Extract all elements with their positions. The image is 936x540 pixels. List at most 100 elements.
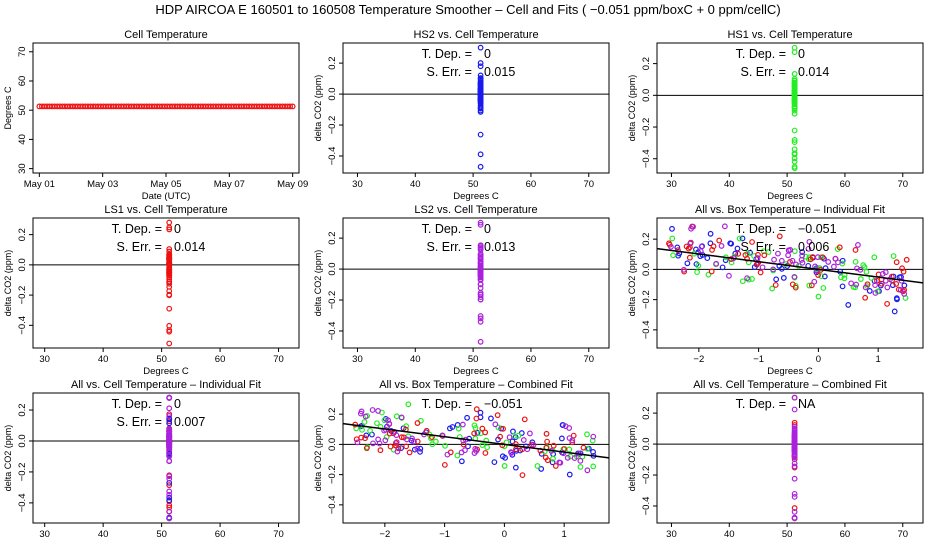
data-point	[744, 255, 750, 262]
data-point	[901, 282, 908, 289]
data-point	[166, 305, 173, 312]
data-point	[381, 417, 388, 424]
x-tick-label: May 03	[87, 179, 118, 190]
data-point	[414, 445, 421, 452]
y-tick-label: −0.2	[17, 286, 28, 305]
x-tick-label: 70	[897, 179, 908, 190]
data-point	[792, 284, 799, 291]
y-tick-label: −0.2	[641, 118, 652, 137]
data-point	[695, 262, 702, 269]
data-point	[166, 497, 173, 504]
data-point	[791, 505, 798, 511]
plot-frame	[656, 392, 924, 524]
data-point	[670, 252, 676, 259]
figure-title: HDP AIRCOA E 160501 to 160508 Temperatur…	[155, 2, 780, 17]
data-point	[499, 453, 506, 460]
data-point	[806, 282, 813, 289]
data-point	[694, 269, 700, 276]
data-point	[791, 139, 798, 146]
data-point	[454, 452, 461, 459]
data-point	[707, 230, 714, 237]
data-point	[550, 455, 556, 462]
data-point	[359, 426, 365, 433]
data-point	[166, 246, 173, 252]
data-point	[726, 272, 732, 279]
data-point	[538, 466, 545, 472]
data-point	[559, 422, 566, 428]
data-point	[166, 444, 173, 451]
panel-title: HS2 vs. Cell Temperature	[413, 29, 538, 41]
y-tick-label: 0.2	[17, 228, 28, 241]
data-point	[584, 467, 591, 474]
data-point	[580, 444, 587, 451]
data-point	[543, 430, 550, 437]
x-tick-label: 40	[410, 179, 421, 190]
x-tick-label: 50	[782, 529, 793, 540]
data-point	[398, 414, 405, 421]
data-point	[459, 421, 466, 428]
x-tick-label: 1	[562, 529, 567, 540]
data-point	[791, 475, 798, 482]
annotation-label: S. Err. =	[740, 65, 786, 79]
data-point	[785, 247, 792, 254]
x-tick-label: −2	[693, 354, 704, 365]
data-point	[477, 60, 484, 66]
y-tick-label: −0.2	[17, 463, 28, 482]
data-point	[414, 438, 421, 445]
data-point	[482, 429, 489, 436]
data-point	[166, 418, 173, 425]
data-point	[477, 72, 484, 79]
data-point	[710, 243, 717, 250]
data-point	[668, 243, 674, 250]
data-point	[825, 259, 832, 265]
data-point	[354, 439, 361, 446]
data-point	[775, 250, 781, 257]
data-point	[577, 463, 584, 470]
data-point	[477, 244, 484, 251]
data-point	[429, 441, 436, 448]
data-point	[501, 463, 508, 469]
data-point	[890, 253, 897, 259]
annotation-value: NA	[798, 397, 816, 411]
data-point	[472, 425, 479, 431]
data-point	[807, 256, 814, 263]
data-point	[785, 252, 792, 259]
data-point	[166, 488, 173, 495]
data-point	[684, 260, 691, 267]
data-point	[166, 515, 173, 522]
data-point	[166, 279, 173, 285]
data-point	[791, 406, 798, 413]
data-point	[484, 444, 491, 451]
data-point	[483, 437, 490, 444]
panel-cell_comb: All vs. Cell Temperature – Combined Fit T…	[627, 379, 924, 540]
data-point	[891, 308, 898, 315]
data-point	[789, 281, 796, 288]
data-point	[882, 269, 889, 276]
data-point	[769, 285, 776, 292]
data-point	[363, 432, 370, 439]
x-tick-label: 60	[840, 179, 851, 190]
annotation-value: 0.015	[484, 65, 515, 79]
points	[477, 219, 484, 345]
data-point	[839, 283, 846, 290]
data-point	[757, 269, 764, 276]
data-point	[799, 252, 806, 259]
data-point	[460, 437, 467, 444]
data-point	[166, 322, 173, 329]
y-tick-label: 70	[17, 46, 28, 57]
data-point	[739, 278, 746, 285]
y-tick-label: −0.2	[327, 116, 338, 135]
y-tick-label: −0.4	[641, 497, 652, 516]
data-point	[552, 463, 559, 469]
data-point	[477, 265, 484, 272]
data-point	[477, 131, 484, 138]
x-tick-label: 30	[352, 179, 363, 190]
data-point	[704, 255, 711, 262]
data-point	[686, 254, 693, 261]
annotation-value: 0.006	[798, 240, 829, 254]
data-point	[383, 434, 390, 441]
data-point	[375, 408, 381, 414]
data-point	[716, 237, 723, 244]
data-point	[166, 430, 173, 436]
data-point	[564, 454, 571, 461]
